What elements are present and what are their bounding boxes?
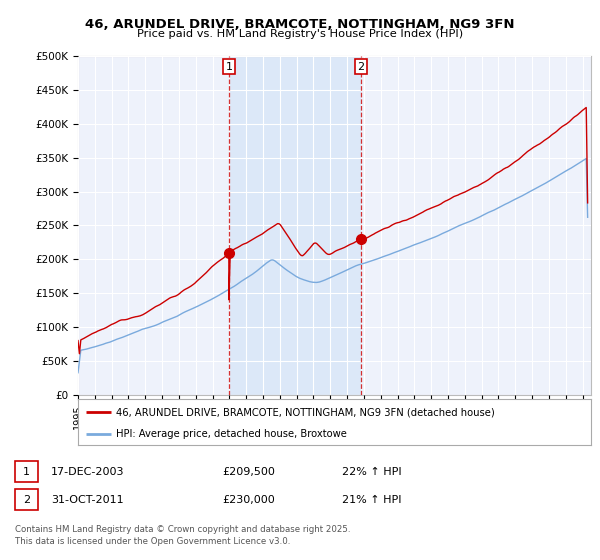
Text: 46, ARUNDEL DRIVE, BRAMCOTE, NOTTINGHAM, NG9 3FN: 46, ARUNDEL DRIVE, BRAMCOTE, NOTTINGHAM,…: [85, 18, 515, 31]
Text: 22% ↑ HPI: 22% ↑ HPI: [342, 466, 401, 477]
Text: 46, ARUNDEL DRIVE, BRAMCOTE, NOTTINGHAM, NG9 3FN (detached house): 46, ARUNDEL DRIVE, BRAMCOTE, NOTTINGHAM,…: [116, 407, 495, 417]
Text: 2: 2: [358, 62, 365, 72]
Bar: [229, 56, 361, 395]
Text: 2: 2: [23, 494, 30, 505]
Text: £230,000: £230,000: [222, 494, 275, 505]
Text: 1: 1: [23, 466, 30, 477]
Text: Contains HM Land Registry data © Crown copyright and database right 2025.
This d: Contains HM Land Registry data © Crown c…: [15, 525, 350, 546]
Text: 17-DEC-2003: 17-DEC-2003: [51, 466, 125, 477]
Text: Price paid vs. HM Land Registry's House Price Index (HPI): Price paid vs. HM Land Registry's House …: [137, 29, 463, 39]
Text: 21% ↑ HPI: 21% ↑ HPI: [342, 494, 401, 505]
Text: £209,500: £209,500: [222, 466, 275, 477]
Text: 31-OCT-2011: 31-OCT-2011: [51, 494, 124, 505]
Text: 1: 1: [226, 62, 232, 72]
Text: HPI: Average price, detached house, Broxtowe: HPI: Average price, detached house, Brox…: [116, 429, 347, 438]
